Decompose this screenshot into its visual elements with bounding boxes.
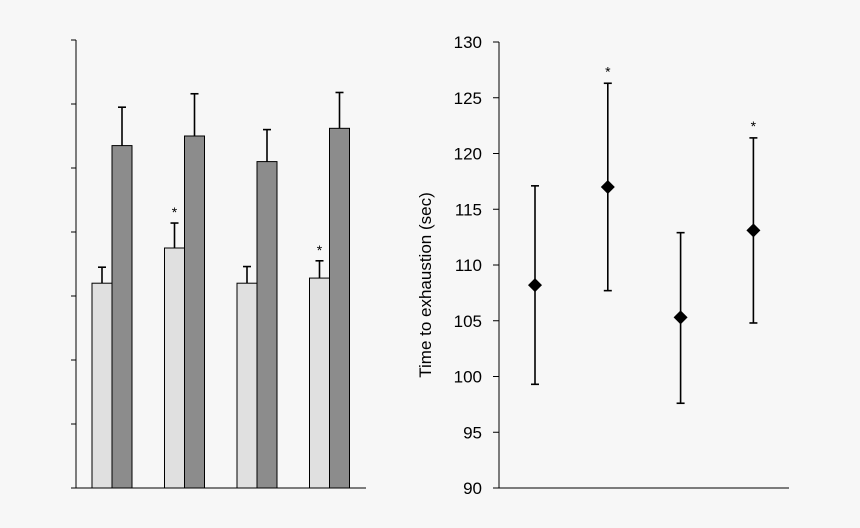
data-point-4 [746,223,761,238]
significance-star-1-group-2: * [172,204,178,220]
data-point-3 [673,310,688,325]
bar-1-group-2 [164,247,185,489]
right-y-tick-label-3: 105 [454,312,482,331]
significance-star-point-4: * [751,118,757,134]
bar-2-group-3 [256,161,278,489]
right-y-tick-label-4: 110 [455,256,482,275]
right-y-tick-label-5: 115 [455,200,482,219]
right-y-tick-label-8: 130 [454,33,482,52]
right-y-tick-label-2: 100 [454,368,482,387]
significance-star-point-2: * [605,63,611,79]
bar-2-group-2 [184,135,205,489]
bar-1-group-3 [236,282,258,489]
bar-2-group-1 [111,145,133,489]
left-bar-chart: ** [71,39,366,489]
right-y-tick-label-6: 120 [454,145,482,164]
right-y-tick-label-1: 95 [463,423,482,442]
data-point-2 [600,179,615,194]
right-y-tick-label-7: 125 [454,89,482,108]
right-scatter-chart: 90 95 100 105 110 115 120 125 130 Time to exhaust… [416,33,789,498]
bar-1-group-1 [91,282,113,489]
right-y-tick-label-0: 90 [463,479,482,498]
bar-1-group-4 [309,277,330,489]
data-point-1 [528,278,542,293]
right-y-axis-title: Time to exhaustion (sec) [416,192,435,378]
bar-2-group-4 [329,127,350,489]
significance-star-1-group-4: * [317,242,323,258]
